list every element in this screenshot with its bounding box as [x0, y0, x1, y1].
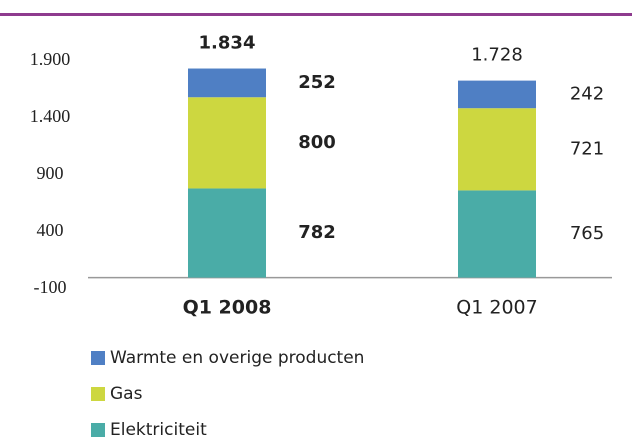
x-tick-label: Q1 2007: [456, 297, 537, 319]
value-label: 782: [298, 222, 336, 243]
legend-swatch: [91, 423, 105, 437]
bar-segment: [188, 97, 266, 189]
value-label: 721: [570, 138, 604, 159]
legend-label: Gas: [110, 384, 143, 404]
x-tick-label: Q1 2008: [183, 297, 272, 319]
value-label: 765: [570, 223, 604, 244]
y-tick-label: 1.400: [30, 106, 71, 126]
bar-segment: [458, 80, 536, 109]
y-tick-label: 900: [37, 163, 64, 183]
top-rule: [0, 13, 632, 16]
bar-segment: [188, 68, 266, 98]
legend-label: Warmte en overige producten: [110, 348, 364, 368]
value-label: 252: [298, 72, 336, 93]
bar-segment: [458, 108, 536, 191]
bar-segment: [188, 188, 266, 278]
y-tick-label: 1.900: [30, 49, 71, 69]
legend-label: Elektriciteit: [110, 420, 207, 439]
value-label: 800: [298, 132, 336, 153]
total-label: 1.834: [199, 33, 256, 54]
total-label: 1.728: [471, 45, 523, 66]
legend-swatch: [91, 351, 105, 365]
bar-segment: [458, 190, 536, 278]
y-tick-label: -100: [34, 277, 67, 297]
value-label: 242: [570, 83, 604, 104]
legend-swatch: [91, 387, 105, 401]
y-tick-label: 400: [37, 220, 64, 240]
